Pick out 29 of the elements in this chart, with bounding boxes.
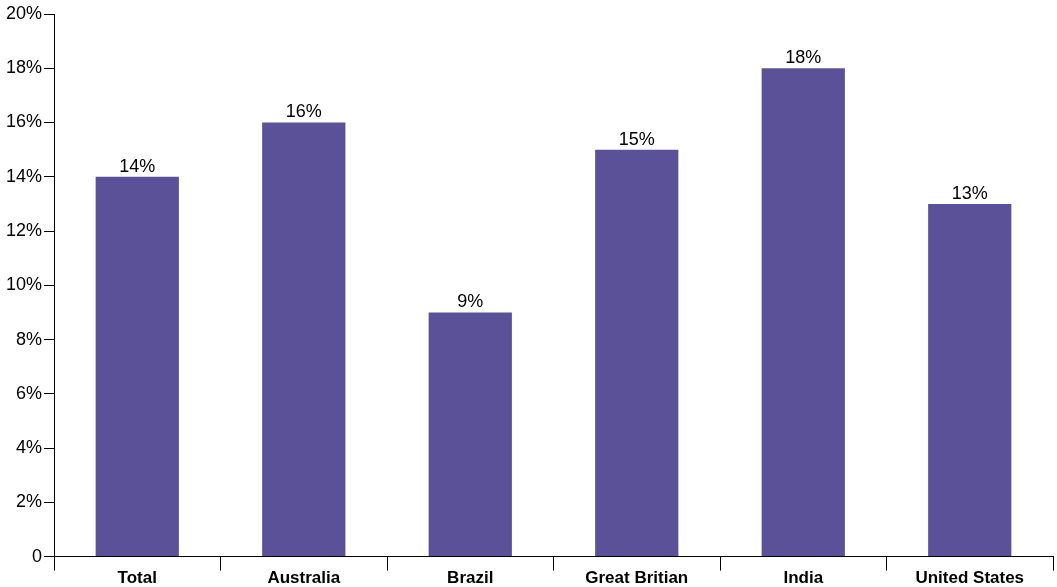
y-tick-label: 4% [16,437,43,458]
data-label: 14% [119,155,156,176]
data-label: 16% [285,101,322,122]
y-tick-label: 8% [16,328,43,349]
x-tick-label: Great Britian [585,568,689,587]
bar [262,122,346,557]
bar [595,149,679,557]
bar [928,203,1012,557]
y-tick-label: 0 [32,545,43,566]
y-tick-label: 16% [6,111,43,132]
y-tick-label: 6% [16,382,43,403]
bar [428,312,512,557]
y-tick-label: 18% [6,57,43,78]
data-label: 13% [951,182,988,203]
bar [95,176,179,557]
y-tick-label: 10% [6,274,43,295]
data-label: 15% [618,128,655,149]
y-tick-label: 12% [6,220,43,241]
data-label: 18% [785,47,822,68]
y-tick-label: 14% [6,165,43,186]
y-tick-label: 20% [6,2,43,23]
x-tick-label: India [783,568,824,587]
x-tick-label: Australia [267,568,341,587]
x-tick-label: United States [915,568,1025,587]
y-tick-label: 2% [16,491,43,512]
data-label: 9% [457,291,484,312]
bar [761,68,845,557]
x-tick-label: Brazil [447,568,494,587]
x-tick-label: Total [117,568,157,587]
